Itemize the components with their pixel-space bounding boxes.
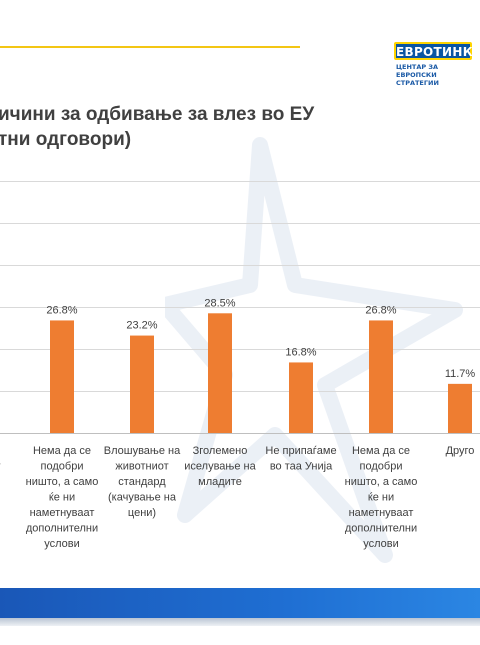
category-label-line: животниот: [115, 461, 168, 473]
category-label-line: (качување на: [108, 492, 177, 504]
category-label-line: подобри: [360, 461, 403, 473]
star-watermark-icon: [165, 137, 463, 563]
logo-line1: ЦЕНТАР ЗА: [396, 63, 439, 71]
category-label: Зголемено иселување на младите: [184, 445, 256, 488]
bar: [448, 383, 472, 433]
bar: [208, 313, 232, 433]
category-label-line: подобри: [41, 461, 84, 473]
category-label-line: стандард: [118, 476, 166, 488]
data-label: 26.8%: [46, 304, 77, 316]
data-label: 26.8%: [365, 304, 396, 316]
category-label-line: услови: [363, 538, 399, 550]
footer-bar: [0, 588, 480, 618]
chart-subtitle: тни одговори): [0, 129, 132, 150]
category-label-line: Зголемено: [193, 445, 248, 457]
category-label-line: ништо, а само: [345, 476, 418, 488]
logo-box: ЕВРОТИНК: [394, 42, 473, 60]
data-label: 16.8%: [285, 346, 316, 358]
data-label: 11.7%: [445, 368, 476, 380]
category-label-line: цени): [128, 507, 156, 519]
category-label: Не припаѓаме во таа Унија: [265, 445, 336, 473]
category-label-line: наметнуваат: [349, 507, 414, 519]
category-label-line: младите: [198, 476, 242, 488]
category-label-line: ќе ни: [49, 492, 75, 504]
logo-line2: ЕВРОПСКИ СТРАТЕГИИ: [396, 71, 439, 87]
category-label-line: во таа Унија: [270, 461, 333, 473]
category-label-line: Нема да се: [33, 445, 91, 457]
category-label-line: дополнителни: [26, 523, 98, 535]
category-label: Друго: [446, 445, 475, 457]
category-label: Нема да се подобри ништо, а само ќе ни намет…: [345, 445, 418, 550]
category-label-line: дополнителни: [345, 523, 417, 535]
category-label: Нема да се подобри ништо, а само ќе ни намет…: [26, 445, 99, 550]
category-label-line: Влошување на: [104, 445, 181, 457]
logo-name: ЕВРОТИНК: [396, 45, 473, 59]
bar: [289, 362, 313, 433]
category-label-line: Друго: [446, 445, 475, 457]
logo: ЕВРОТИНК ЦЕНТАР ЗА ЕВРОПСКИ СТРАТЕГИИ: [388, 42, 480, 87]
chart-title: ичини за одбивање за влез во ЕУ: [0, 104, 315, 125]
category-label: Влошување на животниот стандард (качување н…: [104, 445, 181, 519]
category-label-line: ништо, а само: [26, 476, 99, 488]
category-label-line: наметнуваат: [30, 507, 95, 519]
category-label-line: ќе ни: [368, 492, 394, 504]
data-label: 28.5%: [204, 297, 235, 309]
category-label-line: иселување на: [184, 461, 256, 473]
top-accent-rule: [0, 46, 300, 48]
data-label: 23.2%: [126, 320, 157, 332]
footer-shadow: [0, 618, 480, 626]
bar: [130, 335, 154, 433]
category-label-line: услови: [44, 538, 80, 550]
category-label-line: Нема да се: [352, 445, 410, 457]
bar: [369, 320, 393, 433]
bar: [50, 320, 74, 433]
category-label-line: Не припаѓаме: [265, 445, 336, 457]
